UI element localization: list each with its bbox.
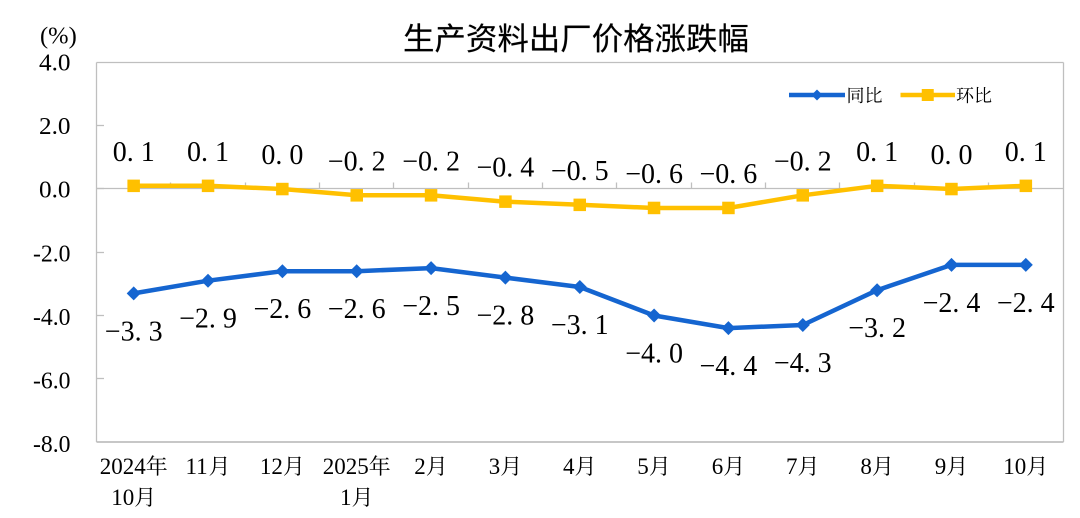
- svg-text:7: 7: [786, 454, 798, 479]
- svg-text:4: 4: [563, 454, 575, 479]
- svg-text:3: 3: [489, 454, 501, 479]
- svg-text:5: 5: [637, 454, 649, 479]
- svg-text:(%): (%): [40, 23, 77, 50]
- svg-text:−4. 0: −4. 0: [625, 339, 683, 370]
- svg-text:0. 0: 0. 0: [931, 140, 973, 171]
- svg-text:2: 2: [414, 454, 426, 479]
- svg-text:10: 10: [111, 485, 134, 510]
- svg-text:10: 10: [1003, 454, 1026, 479]
- svg-text:−0. 5: −0. 5: [551, 156, 609, 187]
- svg-text:0. 1: 0. 1: [856, 137, 898, 168]
- svg-text:−0. 2: −0. 2: [328, 146, 386, 177]
- svg-text:0. 1: 0. 1: [113, 137, 155, 168]
- svg-text:0. 1: 0. 1: [187, 137, 229, 168]
- svg-text:−4. 3: −4. 3: [774, 348, 832, 379]
- svg-text:−0. 2: −0. 2: [402, 146, 460, 177]
- svg-text:2025: 2025: [323, 454, 369, 479]
- svg-text:−4. 4: −4. 4: [700, 351, 758, 382]
- svg-text:11: 11: [186, 454, 208, 479]
- svg-text:−0. 4: −0. 4: [477, 153, 535, 184]
- svg-text:2024: 2024: [100, 454, 147, 479]
- svg-text:−2. 8: −2. 8: [477, 301, 535, 332]
- svg-text:0.0: 0.0: [39, 178, 71, 204]
- svg-text:9: 9: [935, 454, 947, 479]
- svg-text:−2. 5: −2. 5: [402, 291, 460, 322]
- svg-text:−2. 4: −2. 4: [923, 288, 981, 319]
- svg-text:−3. 1: −3. 1: [551, 310, 609, 341]
- svg-text:−3. 2: −3. 2: [848, 313, 906, 344]
- svg-text:-8.0: -8.0: [33, 432, 71, 458]
- svg-text:−0. 6: −0. 6: [625, 159, 683, 190]
- svg-text:1: 1: [340, 485, 352, 510]
- svg-text:−2. 9: −2. 9: [179, 304, 237, 335]
- svg-text:-2.0: -2.0: [33, 241, 71, 267]
- svg-text:-6.0: -6.0: [33, 368, 71, 394]
- svg-text:-4.0: -4.0: [33, 305, 71, 331]
- svg-text:−2. 4: −2. 4: [997, 288, 1055, 319]
- svg-text:8: 8: [860, 454, 872, 479]
- svg-text:0. 0: 0. 0: [261, 140, 303, 171]
- svg-text:6: 6: [712, 454, 724, 479]
- svg-text:−0. 6: −0. 6: [700, 159, 758, 190]
- svg-text:4.0: 4.0: [39, 51, 71, 77]
- svg-text:0. 1: 0. 1: [1005, 137, 1047, 168]
- svg-text:−0. 2: −0. 2: [774, 146, 832, 177]
- svg-text:−2. 6: −2. 6: [254, 294, 312, 325]
- svg-text:2.0: 2.0: [39, 114, 71, 140]
- svg-text:−3. 3: −3. 3: [105, 316, 163, 347]
- svg-text:12: 12: [260, 454, 283, 479]
- svg-text:−2. 6: −2. 6: [328, 294, 386, 325]
